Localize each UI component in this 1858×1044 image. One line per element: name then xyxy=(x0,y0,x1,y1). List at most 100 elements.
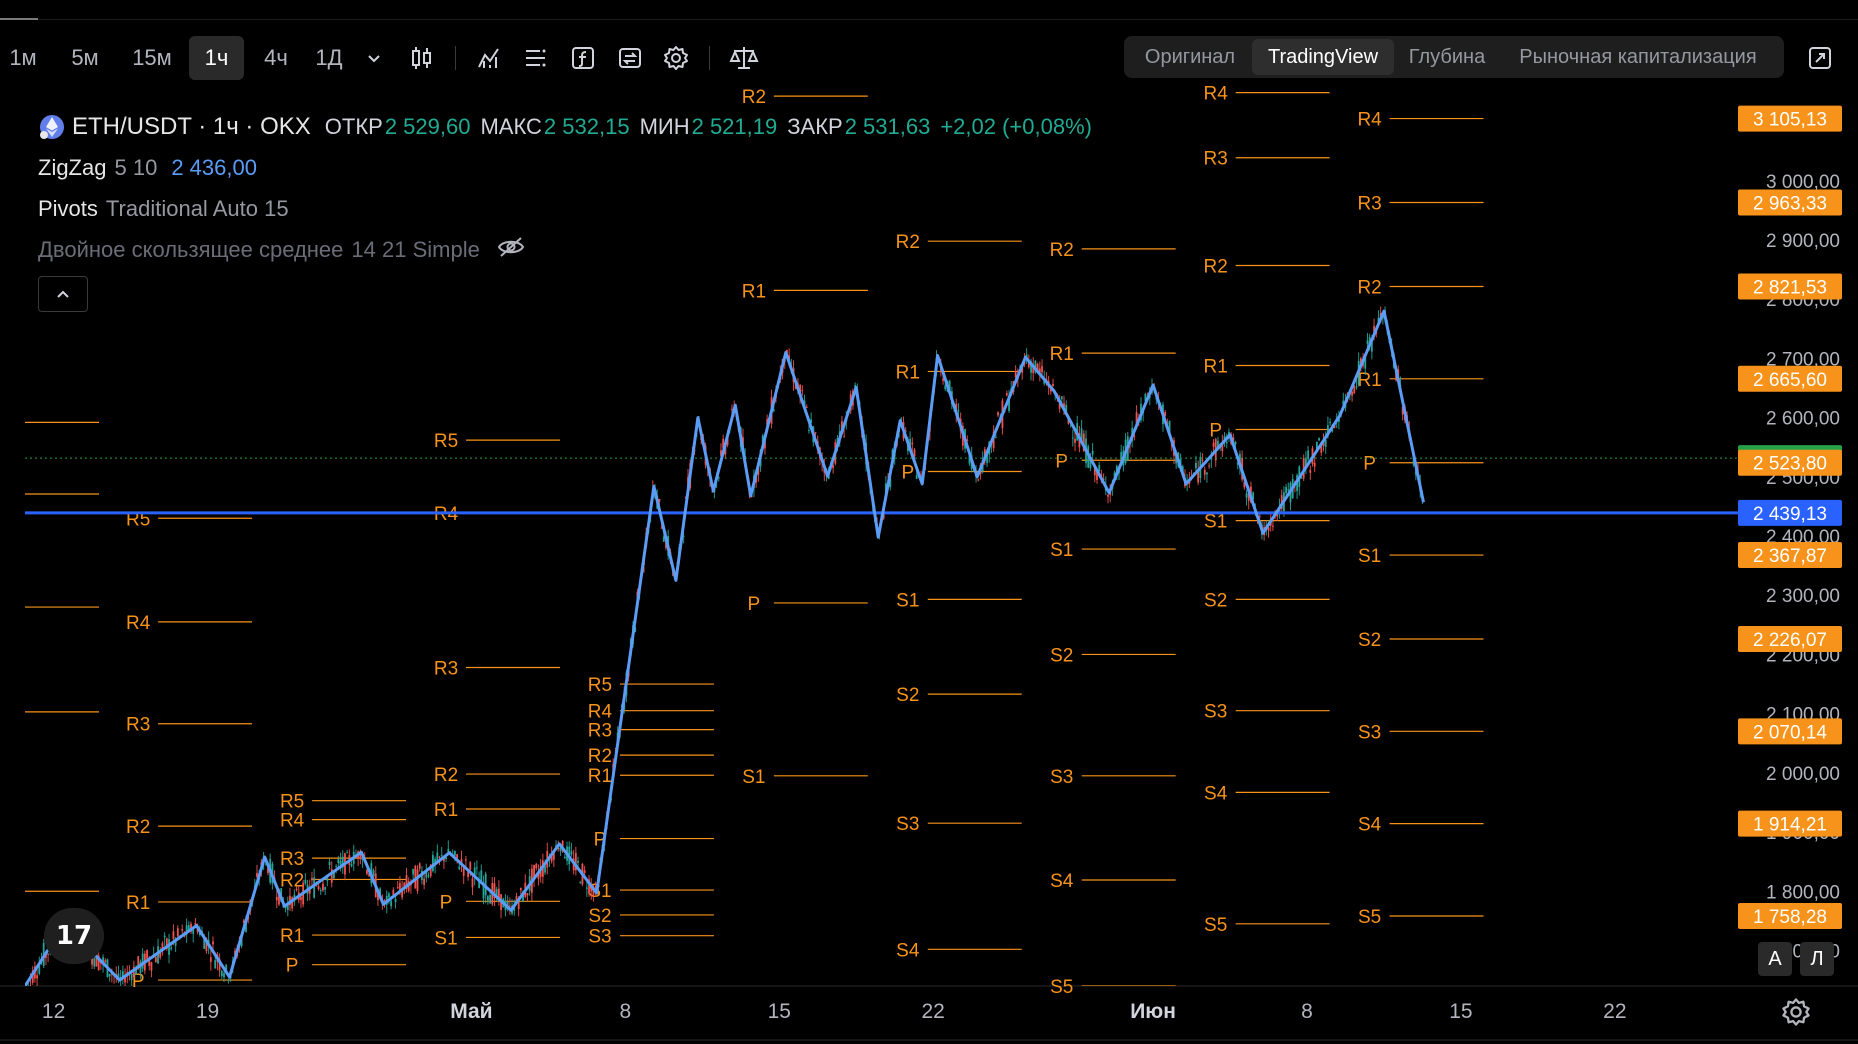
candle-body xyxy=(942,378,944,381)
candle-body xyxy=(1034,360,1037,373)
symbol-title[interactable]: ETH/USDT · 1ч · OKX xyxy=(72,112,311,140)
candle-body xyxy=(339,860,342,866)
candle-body xyxy=(1267,527,1270,531)
tab-depth[interactable]: Глубина xyxy=(1408,46,1486,68)
candle-body xyxy=(317,886,320,890)
zigzag-line[interactable] xyxy=(25,309,1425,986)
candle-body xyxy=(808,430,810,432)
pivot-label-r3: R3 xyxy=(126,715,150,736)
candle-body xyxy=(242,920,245,923)
dma-legend[interactable]: Двойное скользящее среднее 14 21 Simple xyxy=(38,229,1102,270)
price-badge-label: 2 821,53 xyxy=(1753,277,1827,298)
pivot-label-p: P xyxy=(1363,454,1376,475)
candle-body xyxy=(377,893,379,901)
candle-body xyxy=(986,453,988,463)
chevron-down-icon[interactable] xyxy=(354,38,394,78)
candle-body xyxy=(458,866,461,869)
tab-market-cap[interactable]: Рыночная капитализация xyxy=(1519,46,1757,68)
candle-body xyxy=(350,864,353,867)
open-value: 2 529,60 xyxy=(384,113,471,139)
interval-15m[interactable]: 15м xyxy=(132,45,172,70)
pivot-label-s5: S5 xyxy=(1358,907,1381,928)
tradingview-logo[interactable]: 17 xyxy=(44,908,104,964)
pivot-label-p: P xyxy=(132,971,145,992)
tab-tradingview[interactable]: TradingView xyxy=(1252,39,1394,75)
auto-scale-button[interactable]: А xyxy=(1758,942,1792,976)
candle-body xyxy=(161,943,164,950)
zigzag-legend[interactable]: ZigZag 5 10 2 436,00 xyxy=(38,147,1102,188)
price-badge xyxy=(1738,810,1842,837)
pivot-label-r1: R1 xyxy=(1357,370,1381,391)
candle-body xyxy=(841,421,843,433)
interval-1m[interactable]: 1м xyxy=(9,45,37,70)
candle-body xyxy=(544,866,546,873)
candle-body xyxy=(1305,458,1307,467)
pivot-label-s1: S1 xyxy=(1204,512,1227,533)
candle-body xyxy=(911,442,914,445)
candle-body xyxy=(1217,440,1219,448)
tab-original[interactable]: Оригинал xyxy=(1144,46,1236,68)
compare-icon[interactable] xyxy=(724,38,764,78)
candle-body xyxy=(1014,371,1017,378)
pivot-label-s3: S3 xyxy=(896,814,919,835)
candle-body xyxy=(326,875,329,881)
price-badge xyxy=(1738,542,1842,569)
candles-icon[interactable] xyxy=(402,38,442,78)
function-icon[interactable] xyxy=(563,38,603,78)
chart-settings-icon[interactable] xyxy=(1780,996,1812,1028)
candle-body xyxy=(682,535,685,537)
eye-hidden-icon[interactable] xyxy=(496,235,526,265)
change-value: +2,02 (+0,08%) xyxy=(940,113,1092,139)
candle-body xyxy=(157,946,159,964)
replay-icon[interactable] xyxy=(610,38,650,78)
candle-body xyxy=(1164,411,1167,417)
candle-body xyxy=(588,879,590,894)
candle-body xyxy=(1300,477,1303,479)
time-tick-label: 8 xyxy=(1301,1000,1313,1023)
close-value: 2 531,63 xyxy=(844,113,931,139)
candle-body xyxy=(434,859,437,865)
candle-body xyxy=(1309,469,1312,473)
toolbar-separator xyxy=(455,46,456,70)
log-scale-button[interactable]: Л xyxy=(1800,942,1834,976)
fullscreen-icon[interactable] xyxy=(1800,38,1840,78)
indicators-icon[interactable] xyxy=(469,38,509,78)
candle-body xyxy=(570,851,573,855)
pivots-legend[interactable]: Pivots Traditional Auto 15 xyxy=(38,188,1102,229)
candle-body xyxy=(550,854,553,862)
interval-5m[interactable]: 5м xyxy=(71,45,99,70)
candle-body xyxy=(220,970,223,977)
interval-4h[interactable]: 4ч xyxy=(264,45,288,70)
candle-body xyxy=(293,894,296,900)
price-badge-label: 2 523,80 xyxy=(1753,454,1827,475)
candle-body xyxy=(148,959,151,966)
candle-body xyxy=(418,863,421,869)
collapse-legend-button[interactable] xyxy=(38,276,88,312)
candle-body xyxy=(948,381,951,393)
candle-body xyxy=(443,856,445,862)
pivot-label-r2: R2 xyxy=(280,870,304,891)
candle-body xyxy=(1071,437,1074,439)
settings-icon[interactable] xyxy=(656,38,696,78)
pivots-args: Traditional Auto 15 xyxy=(105,195,289,221)
candle-body xyxy=(904,430,907,432)
time-tick-label: Июн xyxy=(1130,1000,1176,1023)
candle-body xyxy=(957,410,960,412)
candle-body xyxy=(583,870,586,873)
pivot-label-r1: R1 xyxy=(896,362,920,383)
time-tick-label: 12 xyxy=(42,1000,65,1023)
price-badge xyxy=(1738,499,1842,526)
candle-body xyxy=(720,450,722,456)
candle-body xyxy=(432,854,434,871)
candle-body xyxy=(1287,489,1290,491)
time-tick-label: Май xyxy=(450,1000,492,1023)
interval-1h[interactable]: 1ч xyxy=(189,36,244,80)
candle-body xyxy=(108,973,111,977)
candle-body xyxy=(722,438,725,449)
candle-body xyxy=(137,956,140,967)
candle-body xyxy=(1052,383,1054,386)
interval-1d[interactable]: 1Д xyxy=(315,45,343,70)
candle-body xyxy=(469,862,472,870)
layout-icon[interactable] xyxy=(516,38,556,78)
candle-body xyxy=(159,950,162,958)
